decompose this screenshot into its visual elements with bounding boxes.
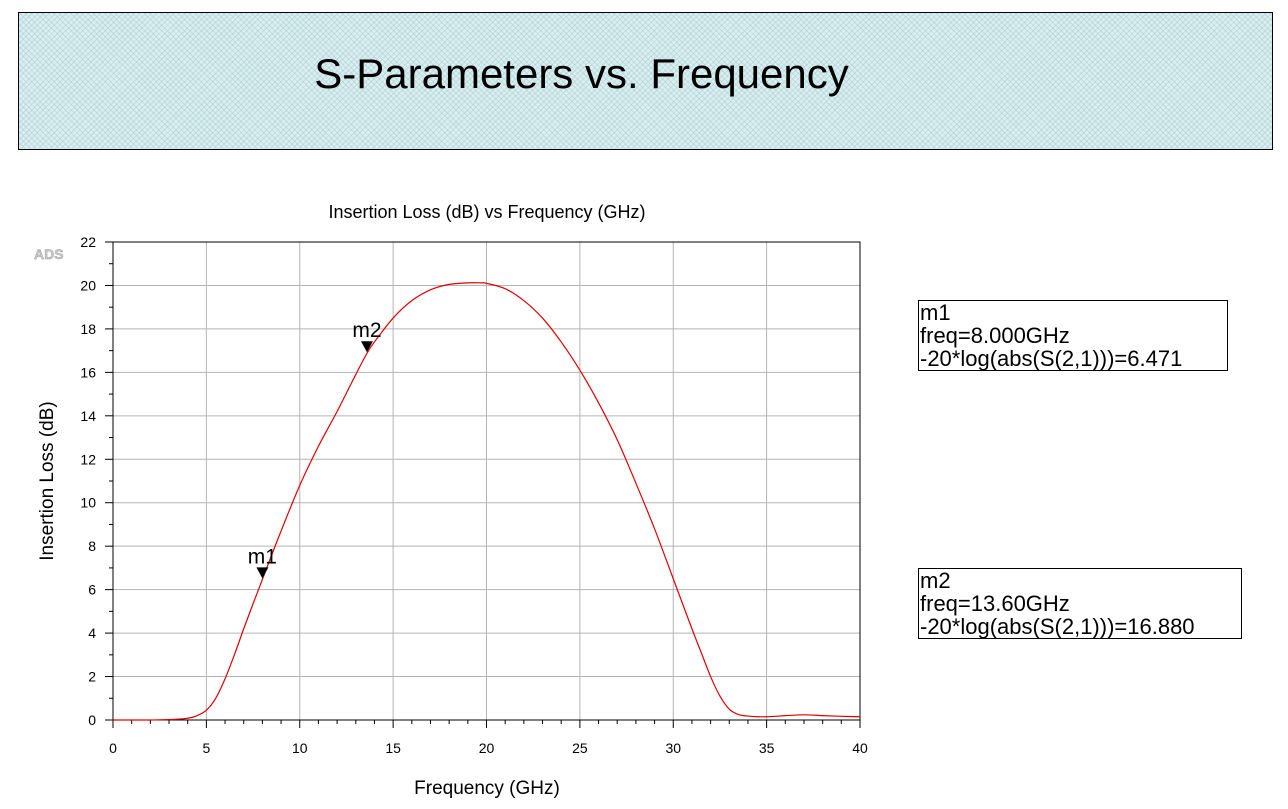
y-tick-label: 8 <box>88 538 96 554</box>
x-tick-label: 5 <box>202 740 210 756</box>
marker-readout-name: m1 <box>920 300 951 325</box>
y-axis-label: Insertion Loss (dB) <box>37 401 58 560</box>
page-title-banner: S-Parameters vs. Frequency <box>18 12 1273 150</box>
y-tick-label: 6 <box>88 582 96 598</box>
chart-title: Insertion Loss (dB) vs Frequency (GHz) <box>328 202 645 222</box>
x-tick-label: 25 <box>572 740 588 756</box>
y-tick-label: 4 <box>88 625 96 641</box>
marker-readout-freq: freq=8.000GHz <box>920 323 1070 348</box>
y-tick-label: 22 <box>80 234 96 250</box>
y-tick-label: 12 <box>80 451 96 467</box>
x-axis-label: Frequency (GHz) <box>414 778 560 799</box>
marker-readout-value: -20*log(abs(S(2,1)))=6.471 <box>920 346 1183 371</box>
ads-watermark: ADS <box>34 246 64 262</box>
y-tick-label: 2 <box>88 669 96 685</box>
marker-triangle-m1 <box>256 567 269 579</box>
marker-readout-freq: freq=13.60GHz <box>920 591 1070 616</box>
x-tick-label: 0 <box>109 740 117 756</box>
y-tick-label: 18 <box>80 321 96 337</box>
x-tick-label: 40 <box>852 740 868 756</box>
marker-readout-m2: m2 freq=13.60GHz -20*log(abs(S(2,1)))=16… <box>918 568 1242 639</box>
y-tick-label: 14 <box>80 408 96 424</box>
page-title: S-Parameters vs. Frequency <box>314 50 849 97</box>
y-tick-label: 20 <box>80 277 96 293</box>
x-tick-label: 10 <box>292 740 308 756</box>
marker-readout-m1: m1 freq=8.000GHz -20*log(abs(S(2,1)))=6.… <box>918 300 1228 371</box>
y-tick-label: 10 <box>80 495 96 511</box>
marker-readout-name: m2 <box>920 568 951 593</box>
marker-readout-value: -20*log(abs(S(2,1)))=16.880 <box>920 614 1195 639</box>
marker-triangle-m2 <box>360 341 373 353</box>
x-tick-label: 20 <box>479 740 495 756</box>
x-tick-label: 35 <box>759 740 775 756</box>
x-tick-label: 30 <box>665 740 681 756</box>
insertion-loss-line <box>113 282 861 721</box>
marker-label-m2: m2 <box>352 319 381 342</box>
x-tick-label: 15 <box>385 740 401 756</box>
y-tick-label: 16 <box>80 364 96 380</box>
marker-label-m1: m1 <box>248 545 277 568</box>
y-tick-label: 0 <box>88 712 96 728</box>
